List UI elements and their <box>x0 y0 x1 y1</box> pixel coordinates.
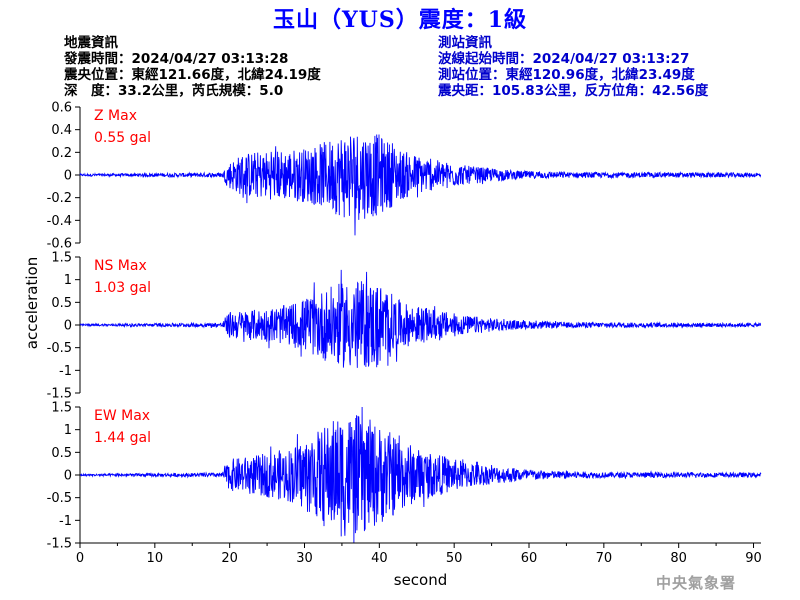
x-tick-label: 70 <box>596 551 613 566</box>
y-tick-label: 0.4 <box>51 123 72 138</box>
y-tick-label: 1 <box>64 273 72 288</box>
x-tick-label: 30 <box>296 551 313 566</box>
y-tick-label: 0.6 <box>51 101 72 116</box>
trace-z-max <box>79 134 762 236</box>
y-tick-label: -1.5 <box>47 537 72 552</box>
trace-ns-max <box>79 269 762 368</box>
x-tick-label: 90 <box>745 551 762 566</box>
y-tick-label: 0 <box>64 319 72 334</box>
x-tick-label: 40 <box>371 551 388 566</box>
station-info-heading: 測站資訊 <box>438 35 492 51</box>
y-tick-label: 0.5 <box>51 446 72 461</box>
credit-watermark: 中央氣象署 <box>656 574 737 592</box>
station-start-time: 波線起始時間：2024/04/27 03:13:27 <box>438 51 690 67</box>
series-name-label: NS Max <box>94 258 147 274</box>
y-tick-label: -1.5 <box>47 387 72 402</box>
x-tick-label: 0 <box>76 551 84 566</box>
y-tick-label: 0 <box>64 169 72 184</box>
x-tick-label: 80 <box>670 551 687 566</box>
station-location: 測站位置：東經120.96度，北緯23.49度 <box>438 67 695 83</box>
quake-info-heading: 地震資訊 <box>64 35 118 51</box>
y-tick-label: -0.6 <box>47 237 72 252</box>
quake-depth-magnitude: 深 度：33.2公里，芮氏規模：5.0 <box>64 83 284 99</box>
y-tick-label: -0.2 <box>47 191 72 206</box>
y-tick-label: -0.4 <box>47 214 72 229</box>
series-name-label: Z Max <box>94 108 137 124</box>
x-tick-label: 60 <box>521 551 538 566</box>
y-tick-label: 1 <box>64 423 72 438</box>
y-tick-label: -1 <box>59 514 72 529</box>
y-tick-label: 1.5 <box>51 251 72 266</box>
x-tick-label: 50 <box>446 551 463 566</box>
series-max-label: 1.03 gal <box>94 280 151 296</box>
x-axis-label: second <box>394 571 448 589</box>
quake-origin-time: 發震時間：2024/04/27 03:13:28 <box>64 51 289 67</box>
x-tick-label: 20 <box>221 551 238 566</box>
station-info: 測站資訊 波線起始時間：2024/04/27 03:13:27 測站位置：東經1… <box>438 35 708 99</box>
trace-ew-max <box>80 406 762 544</box>
quake-info: 地震資訊 發震時間：2024/04/27 03:13:28 震央位置：東經121… <box>64 35 321 99</box>
y-tick-label: 1.5 <box>51 401 72 416</box>
y-tick-label: -1 <box>59 364 72 379</box>
page-title: 玉山（YUS）震度：1級 <box>272 7 528 33</box>
series-max-label: 1.44 gal <box>94 430 151 446</box>
y-axis-label: acceleration <box>23 257 41 349</box>
y-tick-label: 0.2 <box>51 146 72 161</box>
series-max-label: 0.55 gal <box>94 130 151 146</box>
station-distance-azimuth: 震央距：105.83公里，反方位角：42.56度 <box>438 83 709 99</box>
x-tick-label: 10 <box>147 551 164 566</box>
y-tick-label: 0.5 <box>51 296 72 311</box>
y-tick-label: -0.5 <box>47 491 72 506</box>
y-tick-label: 0 <box>64 469 72 484</box>
series-name-label: EW Max <box>94 408 150 424</box>
quake-epicenter: 震央位置：東經121.66度，北緯24.19度 <box>64 67 321 83</box>
y-tick-label: -0.5 <box>47 341 72 356</box>
